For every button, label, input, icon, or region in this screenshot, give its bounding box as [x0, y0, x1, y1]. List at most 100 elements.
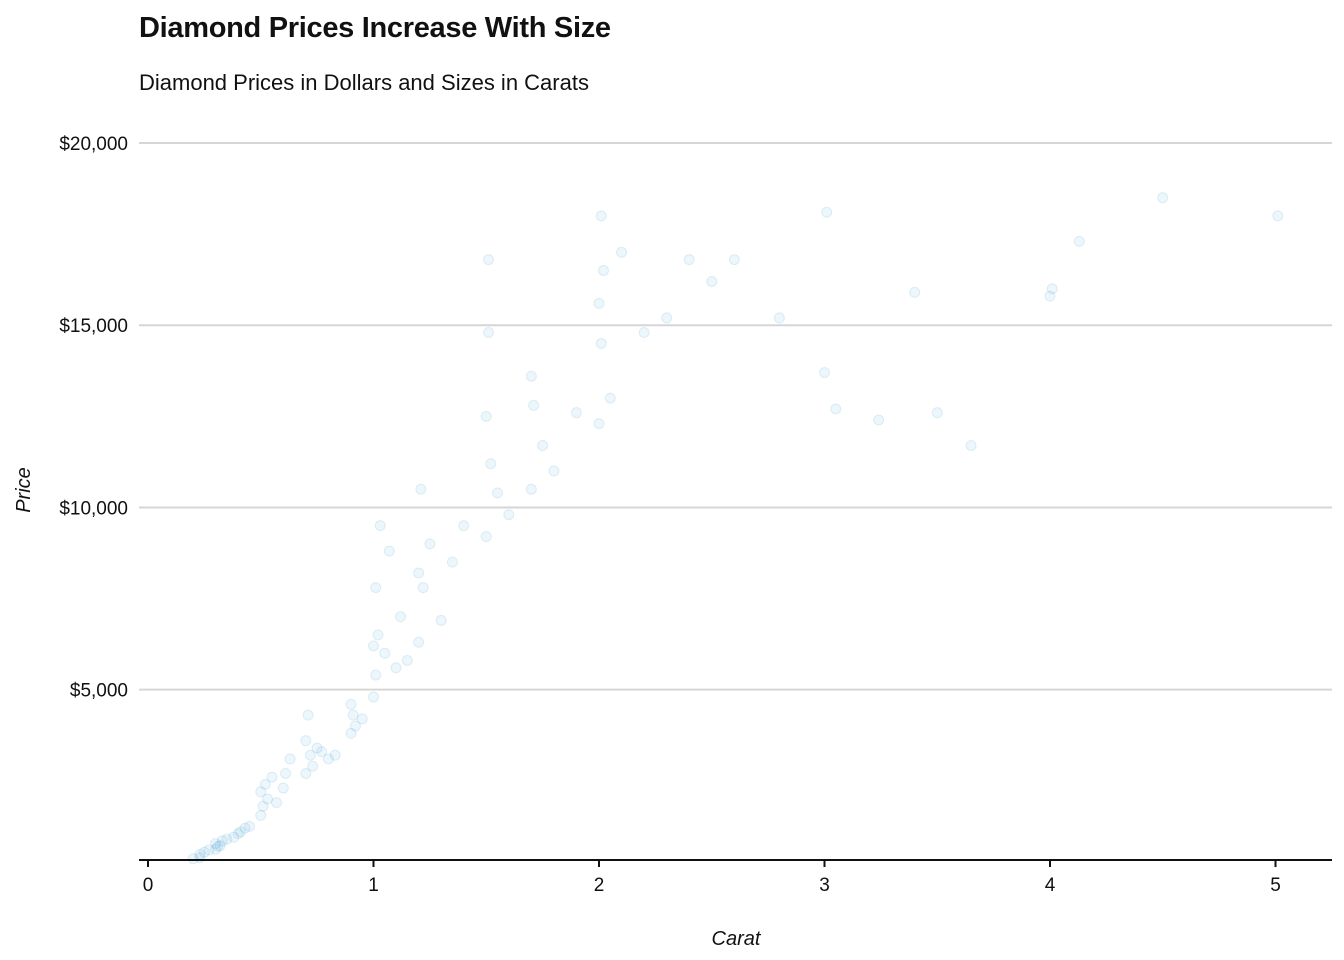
data-point [661, 312, 673, 324]
data-point [483, 327, 495, 339]
data-points [187, 192, 1284, 865]
data-point [374, 520, 386, 532]
x-axis-title: Carat [712, 928, 762, 950]
data-point [492, 487, 504, 499]
x-tick-label: 3 [819, 875, 830, 896]
data-point [300, 767, 312, 779]
data-point [525, 370, 537, 382]
data-point [909, 286, 921, 298]
data-point [821, 206, 833, 218]
data-point [503, 509, 515, 521]
data-point [480, 531, 492, 543]
data-point [368, 691, 379, 703]
data-point [435, 614, 447, 626]
data-point [616, 246, 628, 258]
data-point [239, 822, 251, 834]
x-tick-label: 5 [1270, 875, 1281, 896]
data-point [266, 771, 278, 783]
chart-title: Diamond Prices Increase With Size [139, 12, 611, 44]
data-point [214, 840, 226, 852]
gridlines [139, 142, 1332, 691]
data-point [329, 749, 341, 761]
y-axis-title: Price [13, 467, 35, 513]
data-point [284, 753, 296, 765]
data-point [347, 709, 359, 721]
data-point [595, 210, 607, 222]
data-point [212, 840, 224, 852]
data-point [598, 265, 610, 277]
data-point [537, 439, 549, 451]
data-point [255, 786, 267, 798]
data-point [830, 403, 842, 415]
data-point [370, 669, 382, 681]
y-tick-label: $5,000 [70, 681, 128, 702]
data-point [345, 727, 357, 739]
data-point [259, 778, 271, 790]
data-point [728, 254, 740, 266]
data-point [424, 538, 436, 550]
data-point [773, 312, 785, 324]
data-point [390, 662, 402, 674]
data-point [300, 735, 312, 747]
data-point [604, 392, 616, 404]
data-point [413, 567, 425, 579]
data-point [198, 846, 210, 858]
data-point [1272, 210, 1284, 222]
x-tick-label: 2 [594, 875, 605, 896]
data-point [356, 713, 368, 725]
data-point [480, 410, 492, 422]
data-point [311, 742, 323, 754]
data-point [210, 843, 222, 855]
data-point [931, 407, 943, 419]
data-point [277, 782, 289, 794]
data-point [683, 254, 695, 266]
data-point [595, 337, 607, 349]
data-point [262, 793, 274, 805]
data-point [965, 439, 977, 451]
data-point [528, 399, 540, 411]
y-tick-label: $20,000 [59, 134, 128, 155]
data-point [349, 720, 361, 732]
data-point [304, 749, 316, 761]
y-tick-label: $15,000 [59, 316, 128, 337]
data-point [368, 640, 379, 652]
data-point [187, 853, 199, 865]
data-point [234, 826, 246, 838]
data-point [383, 545, 395, 557]
data-point [232, 828, 244, 840]
data-point [1073, 235, 1085, 247]
data-point [307, 760, 319, 772]
x-tick-label: 4 [1045, 875, 1056, 896]
data-point [370, 582, 382, 594]
data-point [221, 833, 233, 845]
data-point [593, 418, 605, 430]
data-point [413, 636, 425, 648]
x-tick-label: 0 [143, 875, 154, 896]
data-point [706, 275, 718, 287]
data-point [316, 746, 328, 758]
data-point [322, 753, 334, 765]
data-point [458, 520, 470, 532]
data-point [210, 837, 222, 849]
data-point [483, 254, 495, 266]
data-point [228, 831, 240, 843]
data-point [819, 367, 830, 379]
data-point [280, 767, 292, 779]
data-point [243, 820, 255, 832]
data-point [372, 629, 384, 641]
data-point [302, 709, 314, 721]
data-point [345, 698, 357, 710]
data-point [548, 465, 560, 477]
data-point [257, 800, 269, 812]
data-point [638, 327, 650, 339]
data-point [401, 655, 413, 667]
data-point [873, 414, 885, 426]
data-point [203, 844, 215, 856]
data-point [255, 809, 267, 821]
x-tick-label: 1 [368, 875, 379, 896]
data-point [395, 611, 407, 623]
y-tick-label: $10,000 [59, 498, 128, 519]
axes: $5,000 $10,000 $15,000 $20,000 0 1 2 3 4 5 [59, 134, 1332, 896]
data-point [415, 483, 427, 495]
